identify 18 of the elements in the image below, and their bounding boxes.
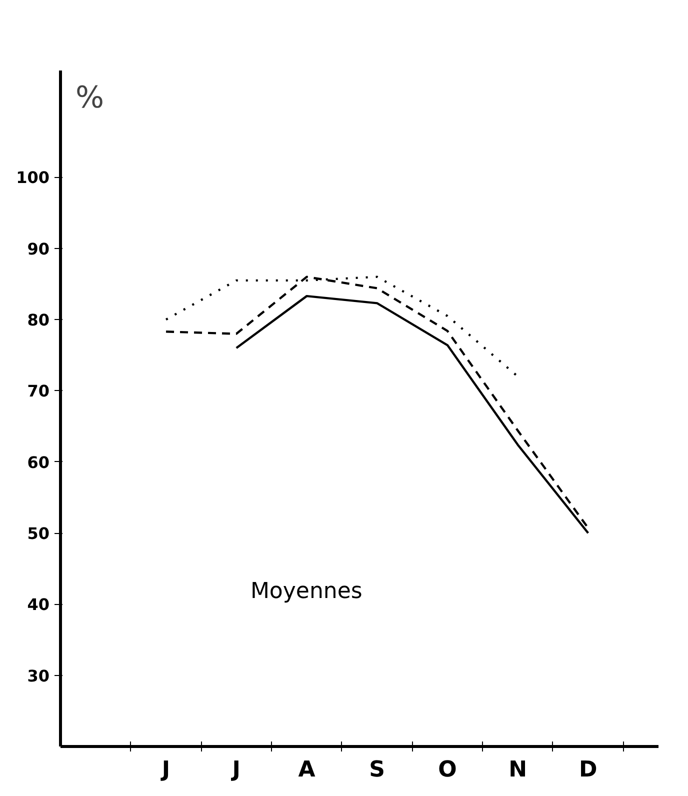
x-tick-label: D [579,758,598,782]
x-tick-label: J [230,758,240,782]
x-tick-label: S [369,758,386,782]
line-series [164,276,590,530]
y-tick-label: 90 [27,239,50,258]
x-tick-label: N [508,758,528,782]
y-tick-label: 50 [27,524,50,544]
y-tick-label: 40 [27,595,50,614]
y-tick-label: 60 [27,452,50,472]
x-tick-label: J [160,758,170,782]
y-tick-label: 80 [27,310,50,330]
x-tick-label: A [298,758,316,782]
y-axis-title: % [76,80,104,116]
x-tick-label: O [438,758,457,782]
y-tick-label: 30 [27,666,50,686]
annotation: Moyennes [250,579,362,604]
y-tick-label: 100 [16,168,50,188]
y-tick-label: 70 [27,382,50,401]
